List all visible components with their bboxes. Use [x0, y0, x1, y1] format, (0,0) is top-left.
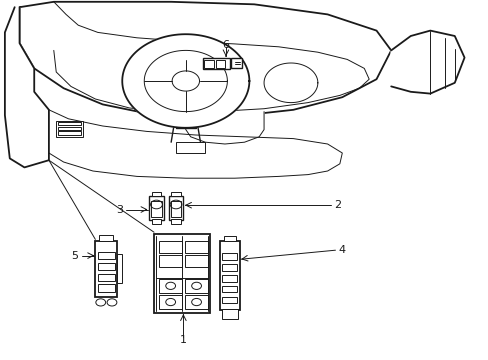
Bar — [159, 295, 182, 309]
Bar — [222, 286, 237, 292]
Bar — [171, 192, 181, 196]
Bar — [215, 60, 225, 68]
Bar — [99, 235, 113, 241]
Bar — [58, 127, 81, 130]
Text: 4: 4 — [338, 245, 345, 255]
Bar — [222, 253, 237, 260]
Bar — [58, 122, 81, 125]
Polygon shape — [144, 50, 227, 112]
Bar — [95, 241, 117, 297]
Polygon shape — [5, 7, 49, 167]
Bar — [98, 274, 115, 281]
Bar — [151, 192, 161, 196]
Bar — [204, 60, 214, 68]
Bar — [98, 252, 115, 259]
Bar — [222, 264, 237, 271]
Bar — [151, 201, 162, 217]
Polygon shape — [122, 34, 249, 128]
Polygon shape — [172, 71, 199, 91]
Bar — [98, 284, 115, 292]
Bar — [159, 241, 182, 253]
Bar — [176, 142, 205, 153]
Bar — [184, 241, 208, 253]
Bar — [221, 309, 238, 319]
Circle shape — [96, 299, 105, 306]
Bar — [117, 254, 122, 283]
Text: 1: 1 — [180, 335, 186, 345]
Bar — [151, 219, 161, 224]
Text: 5: 5 — [71, 251, 78, 261]
Bar — [184, 279, 208, 293]
Polygon shape — [390, 31, 464, 94]
Bar — [159, 255, 182, 267]
Bar — [171, 219, 181, 224]
Bar — [56, 121, 83, 137]
Polygon shape — [20, 2, 390, 117]
Bar — [184, 255, 208, 267]
Polygon shape — [181, 112, 264, 144]
Bar — [154, 234, 210, 313]
Bar — [203, 58, 229, 69]
Polygon shape — [264, 63, 317, 103]
Circle shape — [107, 299, 117, 306]
Bar — [149, 196, 163, 220]
Bar — [231, 58, 242, 68]
Bar — [224, 236, 235, 241]
Bar — [168, 196, 183, 220]
Bar — [170, 201, 181, 217]
Text: 6: 6 — [222, 40, 229, 50]
Bar — [159, 279, 182, 293]
Bar — [184, 295, 208, 309]
Text: 3: 3 — [116, 204, 123, 215]
Bar — [58, 131, 81, 135]
Text: 2: 2 — [333, 200, 340, 210]
Bar — [98, 263, 115, 270]
Bar — [222, 297, 237, 303]
Bar — [220, 241, 239, 310]
Bar — [222, 275, 237, 282]
